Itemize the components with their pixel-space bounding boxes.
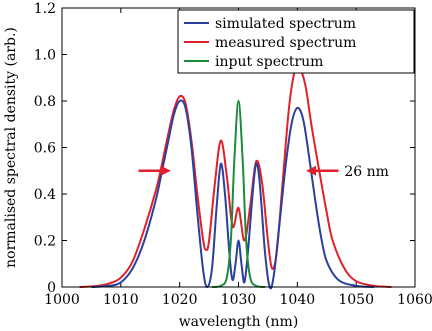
- x-tick-label: 1030: [221, 292, 257, 308]
- y-tick-label: 1.0: [34, 48, 56, 64]
- simulated-spectrum-line: [91, 99, 374, 290]
- x-tick-label: 1040: [280, 292, 316, 308]
- x-axis-label: wavelength (nm): [179, 314, 299, 330]
- width-annotation: 26 nm: [138, 164, 389, 180]
- annotation-label: 26 nm: [344, 164, 389, 180]
- series-lines: [79, 65, 392, 290]
- y-tick-label: 0.8: [34, 94, 56, 110]
- y-tick-label: 1.2: [34, 1, 56, 17]
- annotation-arrowhead: [306, 165, 317, 176]
- input-spectrum-line: [211, 100, 266, 288]
- x-tick-label: 1020: [162, 292, 198, 308]
- y-tick-labels: 0 0.2 0.4 0.6 0.8 1.0 1.2: [34, 1, 56, 296]
- x-tick-label: 1000: [44, 292, 80, 308]
- x-tick-label: 1060: [397, 292, 432, 308]
- legend: simulated spectrum measured spectrum input…: [177, 9, 415, 74]
- plot-frame: [61, 7, 416, 288]
- y-tick-label: 0.2: [34, 234, 56, 250]
- measured-spectrum-line: [79, 65, 392, 288]
- legend-label: input spectrum: [215, 54, 323, 70]
- legend-box: [177, 9, 415, 74]
- legend-label: simulated spectrum: [215, 16, 356, 32]
- x-tick-labels: 1000 1010 1020 1030 1040 1050 1060: [44, 292, 432, 308]
- y-tick-label: 0: [47, 280, 56, 296]
- x-tick-label: 1010: [103, 292, 139, 308]
- y-tick-label: 0.4: [34, 187, 56, 203]
- legend-label: measured spectrum: [215, 35, 356, 51]
- annotation-arrowhead: [160, 165, 171, 176]
- x-tick-label: 1050: [338, 292, 374, 308]
- y-axis-label: normalised spectral density (arb.): [3, 27, 19, 268]
- y-tick-label: 0.6: [34, 141, 56, 157]
